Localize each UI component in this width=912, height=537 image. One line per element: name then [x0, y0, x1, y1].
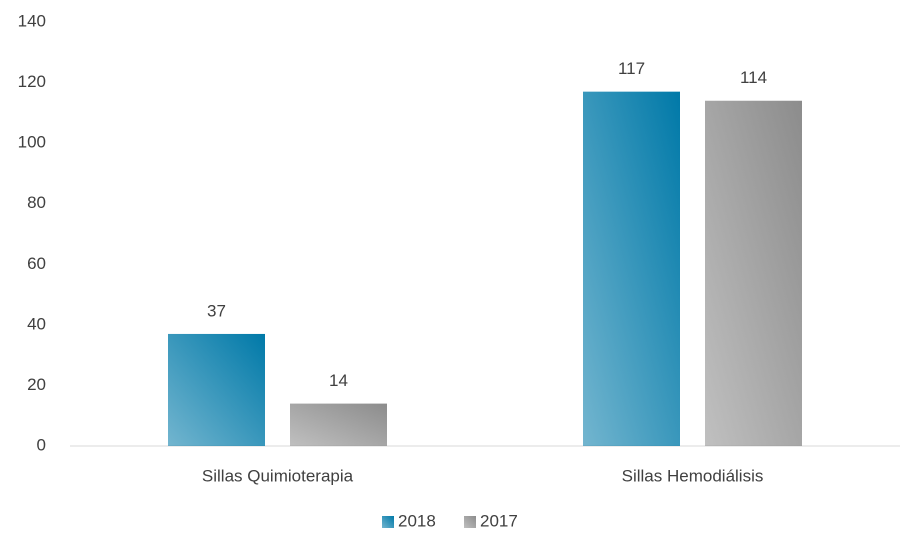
- y-tick-label: 140: [18, 11, 46, 30]
- x-tick-label: Sillas Quimioterapia: [202, 466, 354, 485]
- y-tick-label: 0: [37, 435, 46, 454]
- y-tick-label: 100: [18, 133, 46, 152]
- y-tick-label: 60: [27, 254, 46, 273]
- data-label: 114: [740, 68, 767, 87]
- data-label: 37: [207, 301, 226, 320]
- bar: [168, 333, 265, 446]
- y-tick-label: 80: [27, 193, 46, 212]
- bar: [583, 91, 680, 447]
- data-label: 117: [618, 59, 645, 78]
- legend-label: 2018: [398, 511, 436, 530]
- bar: [290, 403, 387, 446]
- legend-swatch: [464, 516, 476, 528]
- legend-label: 2017: [480, 511, 518, 530]
- bar: [705, 100, 802, 446]
- legend-swatch: [382, 516, 394, 528]
- y-tick-label: 20: [27, 375, 46, 394]
- y-tick-label: 40: [27, 314, 46, 333]
- x-tick-label: Sillas Hemodiálisis: [622, 466, 764, 485]
- data-label: 14: [329, 371, 348, 390]
- y-tick-label: 120: [18, 72, 46, 91]
